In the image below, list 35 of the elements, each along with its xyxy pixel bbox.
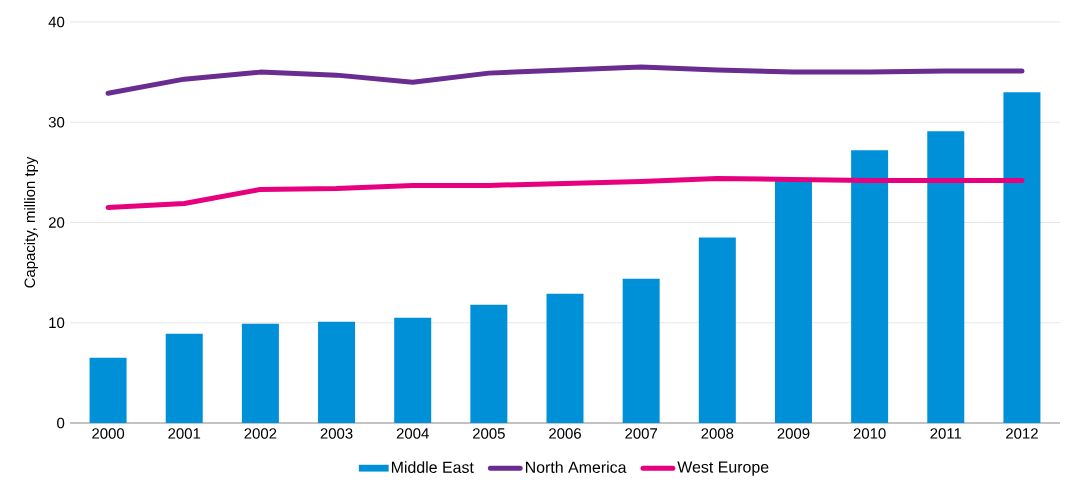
bar	[318, 321, 356, 423]
bar	[470, 304, 508, 423]
legend-label: North America	[525, 461, 627, 473]
x-tick-label: 2000	[92, 428, 125, 439]
x-tick-label: 2004	[396, 428, 429, 439]
bar	[622, 278, 660, 423]
x-tick-label: 2008	[701, 428, 734, 439]
legend-label: West Europe	[677, 461, 769, 476]
y-axis-title: Capacity, million tpy	[24, 156, 39, 288]
bar	[394, 317, 432, 423]
x-tick-label: 2012	[1006, 428, 1038, 439]
x-tick-label: 2006	[549, 428, 581, 439]
x-tick-label: 2007	[625, 428, 658, 439]
x-tick-label: 2011	[930, 428, 962, 439]
x-tick-label: 2009	[777, 428, 810, 439]
y-tick-label: 0	[57, 417, 65, 429]
bar	[774, 179, 812, 423]
bar	[927, 131, 965, 423]
x-tick-label: 2002	[244, 428, 277, 439]
y-tick-label: 20	[48, 217, 65, 228]
x-tick-label: 2003	[320, 428, 353, 439]
y-tick-label: 40	[48, 16, 65, 28]
legend-label: Middle East	[391, 461, 474, 473]
bar	[89, 357, 127, 423]
x-tick-label: 2010	[853, 428, 886, 439]
bar	[1003, 92, 1041, 423]
bar	[241, 323, 279, 423]
y-tick-label: 10	[49, 317, 65, 329]
x-tick-label: 2001	[168, 428, 201, 439]
y-tick-label: 30	[48, 116, 65, 128]
bar	[698, 237, 736, 423]
x-tick-label: 2005	[472, 428, 505, 439]
bar	[851, 150, 889, 423]
bar	[546, 293, 584, 423]
bar	[165, 333, 203, 423]
